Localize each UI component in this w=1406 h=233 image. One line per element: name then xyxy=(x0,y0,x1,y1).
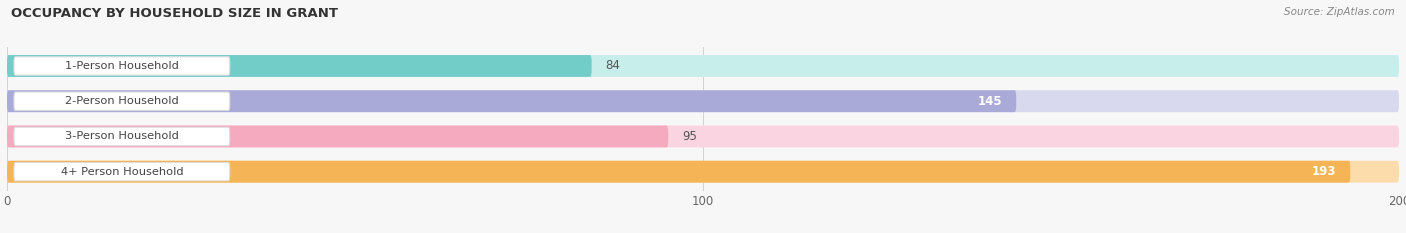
FancyBboxPatch shape xyxy=(7,161,1350,183)
FancyBboxPatch shape xyxy=(7,90,1017,112)
Text: 3-Person Household: 3-Person Household xyxy=(65,131,179,141)
FancyBboxPatch shape xyxy=(14,163,229,181)
FancyBboxPatch shape xyxy=(7,55,592,77)
Text: Source: ZipAtlas.com: Source: ZipAtlas.com xyxy=(1284,7,1395,17)
Text: 1-Person Household: 1-Person Household xyxy=(65,61,179,71)
Text: 193: 193 xyxy=(1312,165,1336,178)
FancyBboxPatch shape xyxy=(7,55,1399,77)
Text: 4+ Person Household: 4+ Person Household xyxy=(60,167,183,177)
Text: 145: 145 xyxy=(977,95,1002,108)
Text: 84: 84 xyxy=(606,59,620,72)
FancyBboxPatch shape xyxy=(7,126,1399,147)
FancyBboxPatch shape xyxy=(14,127,229,146)
Text: 2-Person Household: 2-Person Household xyxy=(65,96,179,106)
Text: OCCUPANCY BY HOUSEHOLD SIZE IN GRANT: OCCUPANCY BY HOUSEHOLD SIZE IN GRANT xyxy=(11,7,339,20)
FancyBboxPatch shape xyxy=(14,57,229,75)
Text: 95: 95 xyxy=(682,130,697,143)
FancyBboxPatch shape xyxy=(7,90,1399,112)
FancyBboxPatch shape xyxy=(7,161,1399,183)
FancyBboxPatch shape xyxy=(7,126,668,147)
FancyBboxPatch shape xyxy=(14,92,229,110)
